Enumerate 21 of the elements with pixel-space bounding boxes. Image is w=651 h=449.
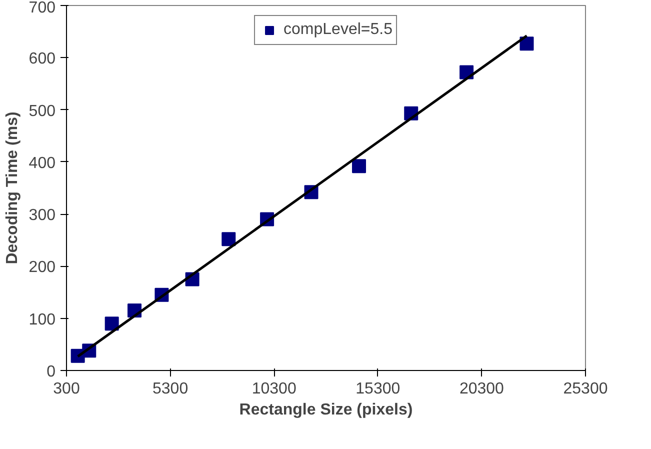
y-tick-label: 600 <box>28 50 56 68</box>
x-tick-label: 10300 <box>252 380 296 398</box>
legend-label: compLevel=5.5 <box>284 21 392 39</box>
x-tick-label: 20300 <box>459 380 504 398</box>
x-tick-label: 300 <box>53 380 80 398</box>
point <box>104 316 119 331</box>
point <box>352 159 366 174</box>
y-tick-label: 200 <box>28 259 56 276</box>
y-tick-label: 700 <box>28 0 56 16</box>
x-axis-title: Rectangle Size (pixels) <box>239 402 413 418</box>
x-tick-label: 5300 <box>152 380 188 398</box>
y-axis-title: Decoding Time (ms) <box>4 112 21 264</box>
y-tick-label: 400 <box>28 154 56 172</box>
point <box>520 36 534 51</box>
point <box>222 232 236 246</box>
y-tick-label: 0 <box>46 364 56 380</box>
y-tick-label: 500 <box>28 102 56 120</box>
y-tick-label: 300 <box>28 207 56 224</box>
x-tick-label: 15300 <box>356 380 400 398</box>
x-tick-label: 25300 <box>563 380 608 398</box>
y-tick-label: 100 <box>28 311 56 328</box>
